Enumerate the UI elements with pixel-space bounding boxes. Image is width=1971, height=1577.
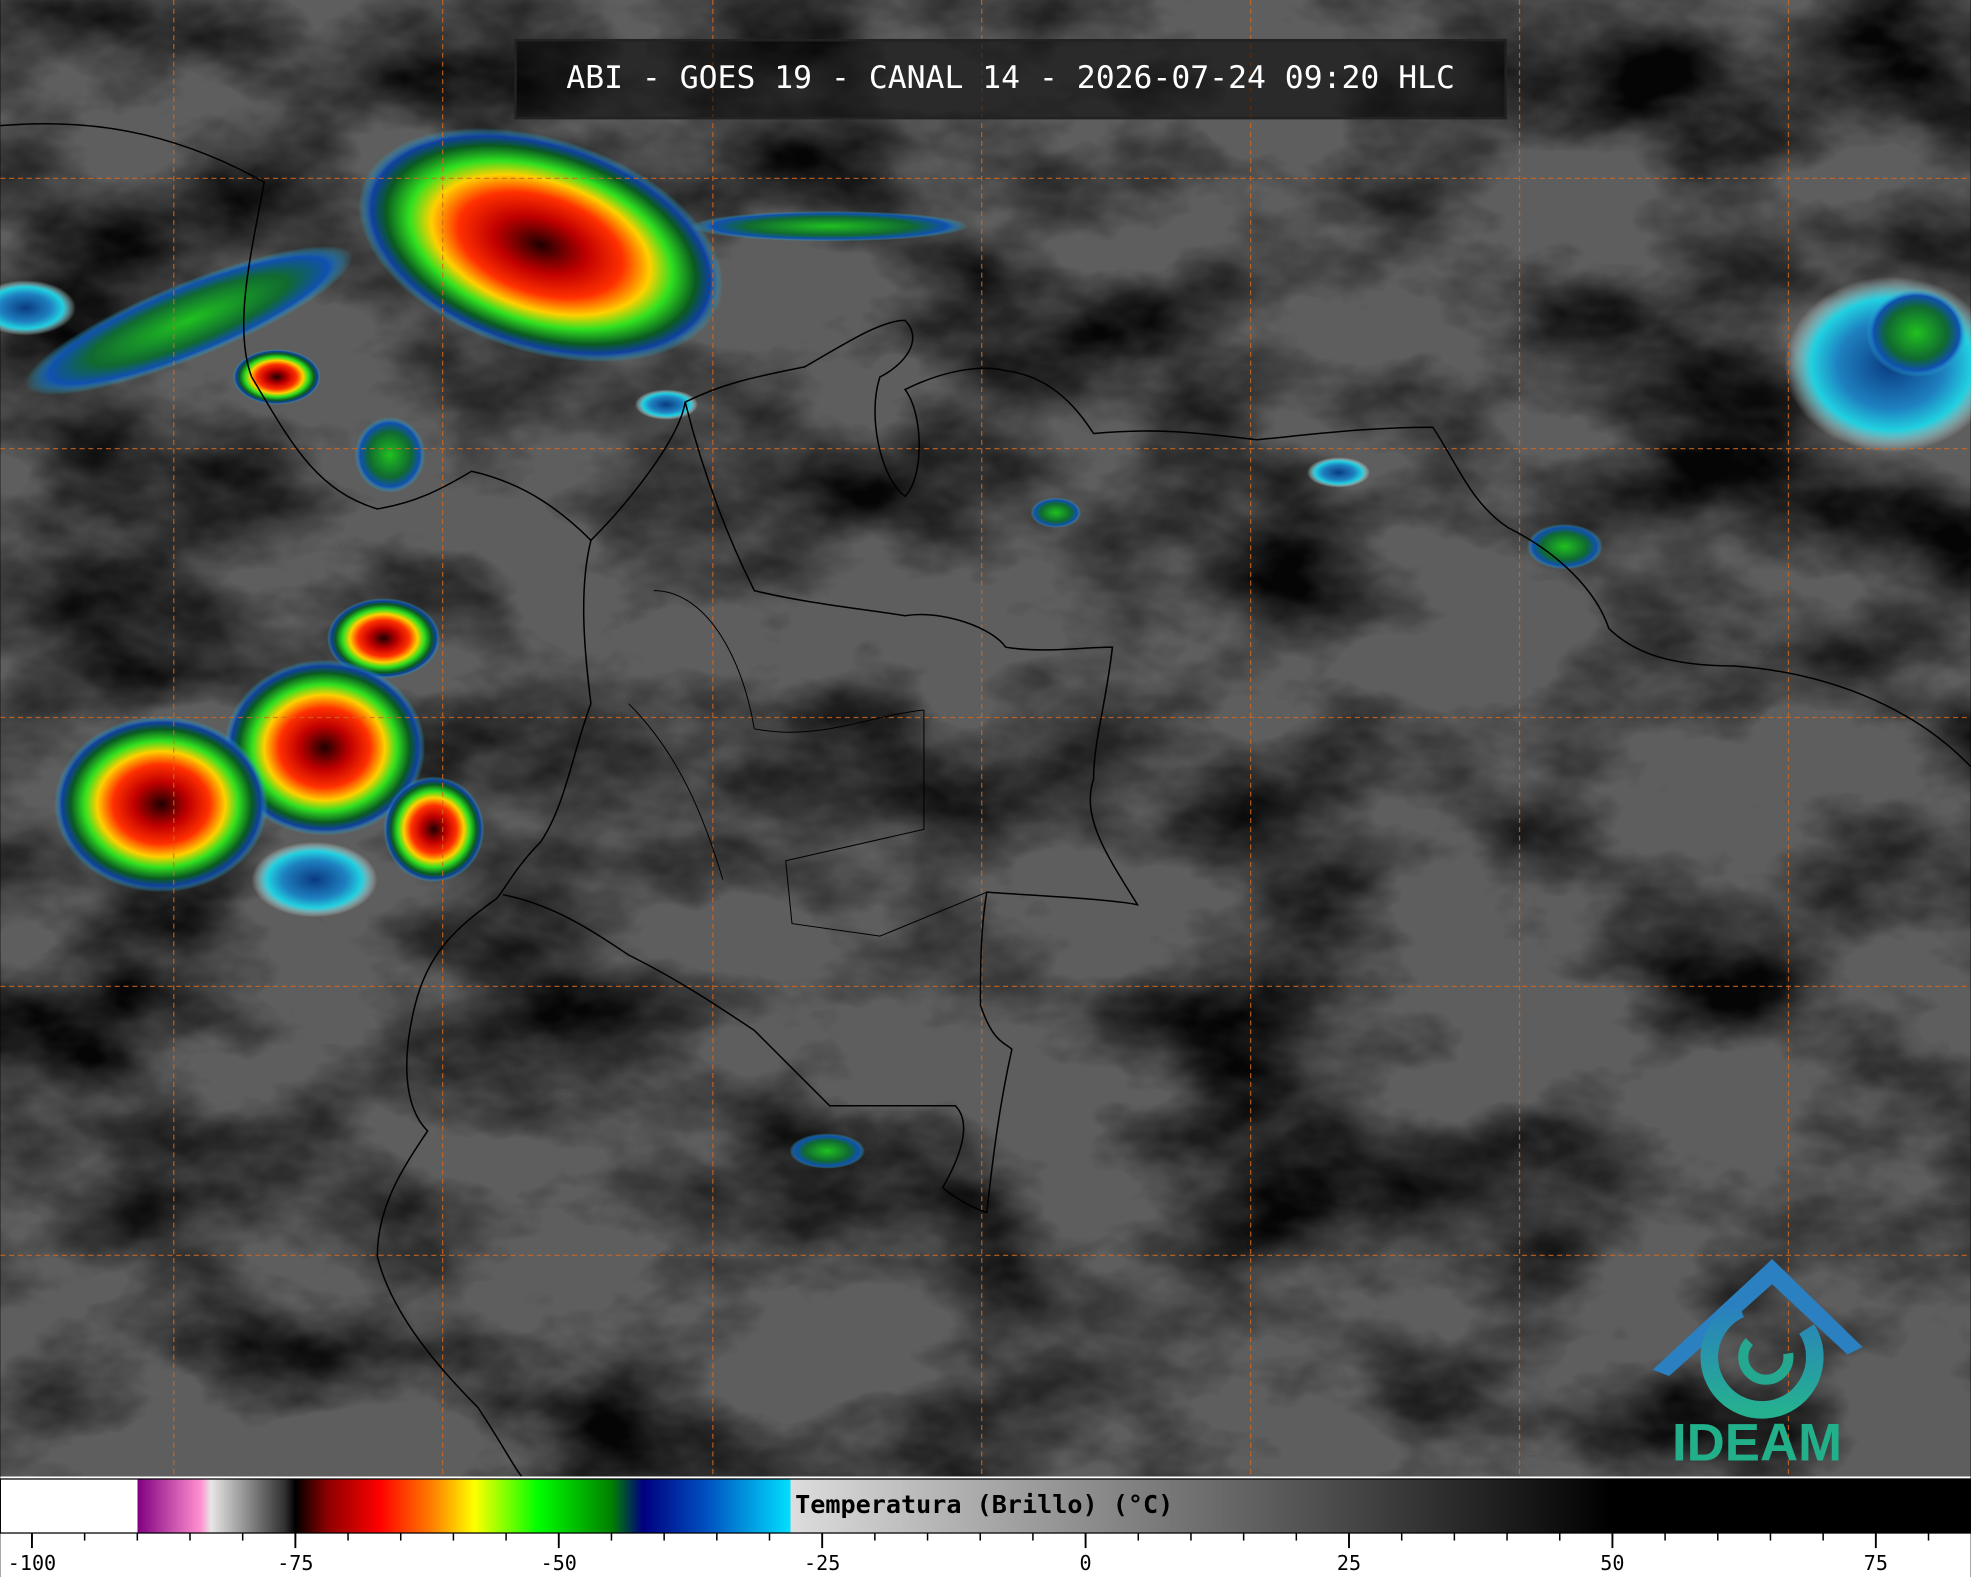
logo-roof xyxy=(1652,1259,1863,1376)
tick-label: -50 xyxy=(541,1551,577,1575)
storm xyxy=(1030,497,1081,528)
title-box: ABI - GOES 19 - CANAL 14 - 2026-07-24 09… xyxy=(514,38,1507,120)
storm xyxy=(232,349,321,405)
national-border xyxy=(502,401,1140,1214)
storm xyxy=(691,211,968,242)
storm xyxy=(1866,289,1967,377)
title-background xyxy=(514,38,1507,120)
storm xyxy=(25,245,353,396)
title: ABI - GOES 19 - CANAL 14 - 2026-07-24 09… xyxy=(566,60,1455,96)
department-border xyxy=(628,590,987,937)
tick-label: 75 xyxy=(1864,1551,1888,1575)
logo-text: IDEAM xyxy=(1672,1413,1842,1472)
convective-storms xyxy=(0,127,1971,1169)
storm xyxy=(789,1133,865,1169)
storm xyxy=(1527,523,1603,570)
colorbar-label: Temperatura (Brillo) (°C) xyxy=(795,1490,1173,1519)
storm xyxy=(327,598,441,679)
storm xyxy=(358,127,723,363)
storm xyxy=(354,417,426,493)
storm xyxy=(1307,457,1371,488)
tick-label: 50 xyxy=(1600,1551,1624,1575)
tick-label: -75 xyxy=(277,1551,313,1575)
storm xyxy=(224,659,426,836)
lat-lon-grid xyxy=(0,0,1971,1477)
colorbar-ramp xyxy=(0,1478,1971,1534)
tick-label: 0 xyxy=(1080,1551,1092,1575)
tick-label: -25 xyxy=(804,1551,840,1575)
storm xyxy=(0,280,76,336)
coastline xyxy=(0,122,1971,768)
coastline xyxy=(376,540,592,1478)
tick-label: 25 xyxy=(1337,1551,1361,1575)
logo-swirl xyxy=(1738,1329,1794,1385)
storm xyxy=(251,841,378,918)
storm xyxy=(54,716,268,893)
logo-swirl xyxy=(1700,1295,1824,1419)
map xyxy=(0,0,1971,1478)
logo: IDEAM xyxy=(1652,1259,1863,1472)
tick-label: -100 xyxy=(8,1551,56,1575)
borders xyxy=(0,122,1971,1478)
storm xyxy=(383,776,485,883)
colorbar: Temperatura (Brillo) (°C) -100 -75 -50 -25 0 2… xyxy=(0,1476,1971,1577)
